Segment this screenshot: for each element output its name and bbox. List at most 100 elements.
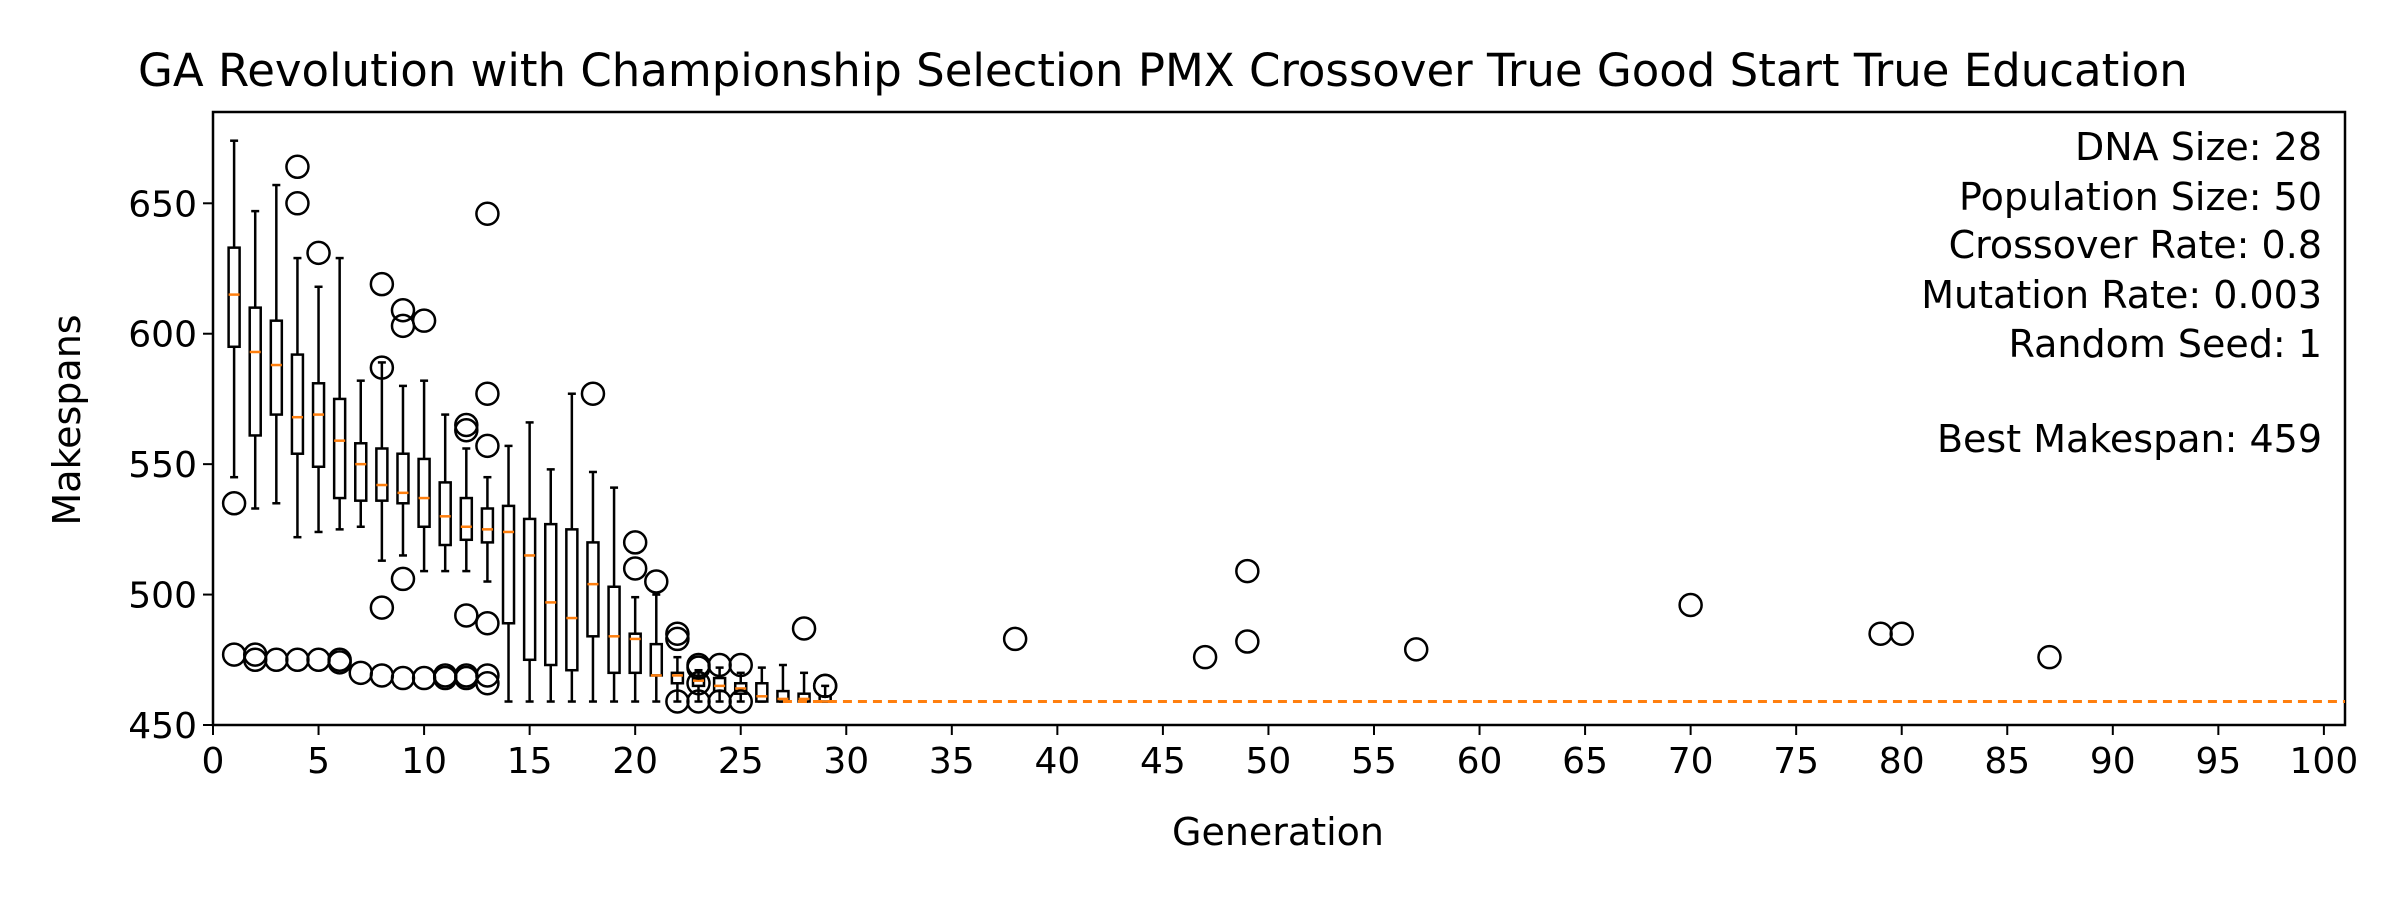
flier-point [264, 647, 289, 673]
box-body [269, 319, 284, 416]
box-19 [607, 486, 621, 703]
flier-point [475, 381, 500, 406]
box-6 [332, 256, 347, 531]
x-axis: 0 5 10 15 20 25 30 35 40 45 50 55 60 65 70 75 80 85 90 95 10… [202, 725, 2359, 782]
flier-point [369, 271, 395, 297]
flier-point [390, 566, 416, 592]
flier-point [475, 611, 500, 636]
flier-point [390, 313, 416, 339]
flier-point [285, 647, 310, 673]
box-body [565, 528, 579, 672]
y-tick-label: 600 [128, 315, 197, 356]
y-tick-label: 550 [128, 445, 197, 486]
x-tick-label: 85 [1984, 741, 2030, 782]
box-body [501, 504, 516, 625]
flier-point [580, 381, 606, 406]
x-tick-label: 15 [507, 741, 553, 782]
box-7 [354, 379, 368, 529]
box-body [290, 353, 305, 455]
flier-point [475, 671, 500, 696]
box-28 [797, 671, 811, 703]
flier-point [2037, 644, 2062, 670]
box-13 [480, 475, 495, 583]
flier-point [475, 201, 500, 226]
box-body [459, 496, 474, 542]
x-tick-label: 50 [1246, 741, 1292, 782]
flier-point [791, 616, 817, 641]
y-tick-label: 500 [128, 576, 197, 617]
chart-title: GA Revolution with Championship Selectio… [138, 44, 2188, 97]
box-24 [712, 666, 727, 703]
box-9 [396, 384, 410, 557]
x-tick-label: 95 [2195, 741, 2241, 782]
box-25 [733, 671, 748, 703]
box-body [311, 382, 326, 469]
flier-point [454, 603, 479, 628]
box-8 [375, 361, 389, 562]
y-tick-label: 650 [128, 184, 197, 225]
dna-size-text: DNA Size: 28 [2075, 125, 2322, 169]
x-tick-label: 20 [612, 741, 658, 782]
flier-point [1192, 644, 1218, 670]
box-15 [522, 421, 537, 703]
flier-point [285, 191, 310, 216]
box-14 [501, 444, 516, 703]
x-axis-label: Generation [1172, 810, 1384, 854]
x-tick-label: 30 [823, 741, 869, 782]
x-tick-label: 5 [307, 741, 330, 782]
box-body [607, 585, 621, 675]
box-5 [311, 285, 326, 534]
box-series [227, 139, 832, 703]
flier-point [1235, 558, 1260, 584]
box-body [522, 517, 537, 662]
flier-point [665, 626, 690, 652]
x-tick-label: 65 [1562, 741, 1608, 782]
flier-point [454, 417, 479, 443]
box-body [628, 632, 642, 675]
flier-point [1403, 637, 1429, 662]
flier-point [242, 642, 268, 667]
box-2 [248, 209, 262, 510]
box-22 [670, 655, 685, 703]
x-tick-label: 35 [929, 741, 975, 782]
flier-point [327, 650, 352, 675]
mutation-rate-text: Mutation Rate: 0.003 [1921, 273, 2322, 317]
flier-point [644, 569, 669, 594]
box-21 [649, 593, 664, 703]
flier-point [369, 663, 395, 688]
flier-point [285, 154, 310, 180]
x-tick-label: 75 [1773, 741, 1819, 782]
flier-point [475, 433, 500, 459]
box-body [227, 246, 241, 349]
x-tick-label: 100 [2290, 741, 2359, 782]
flier-point [1235, 629, 1260, 654]
flier-point [306, 647, 331, 673]
flier-point [221, 642, 247, 667]
box-26 [755, 666, 769, 703]
x-tick-label: 10 [401, 741, 447, 782]
flier-point [369, 595, 395, 620]
box-27 [776, 663, 790, 703]
box-20 [628, 595, 642, 703]
box-29 [818, 684, 832, 703]
box-3 [269, 183, 284, 505]
flier-point [242, 647, 268, 673]
flier-point [1868, 621, 1893, 646]
flier-point [306, 240, 331, 266]
flier-point [369, 355, 395, 380]
box-body [586, 541, 600, 638]
flier-point [622, 556, 648, 581]
box-body [670, 671, 685, 685]
box-12 [459, 447, 474, 573]
box-body [755, 682, 769, 703]
x-tick-label: 80 [1879, 741, 1925, 782]
population-size-text: Population Size: 50 [1959, 175, 2322, 219]
flier-point [622, 530, 648, 555]
box-body [543, 522, 558, 667]
box-body [649, 642, 664, 677]
x-tick-label: 90 [2090, 741, 2136, 782]
y-axis-label: Makespans [45, 314, 89, 525]
flier-point [665, 621, 690, 646]
box-body [417, 457, 431, 529]
box-body [354, 442, 368, 502]
